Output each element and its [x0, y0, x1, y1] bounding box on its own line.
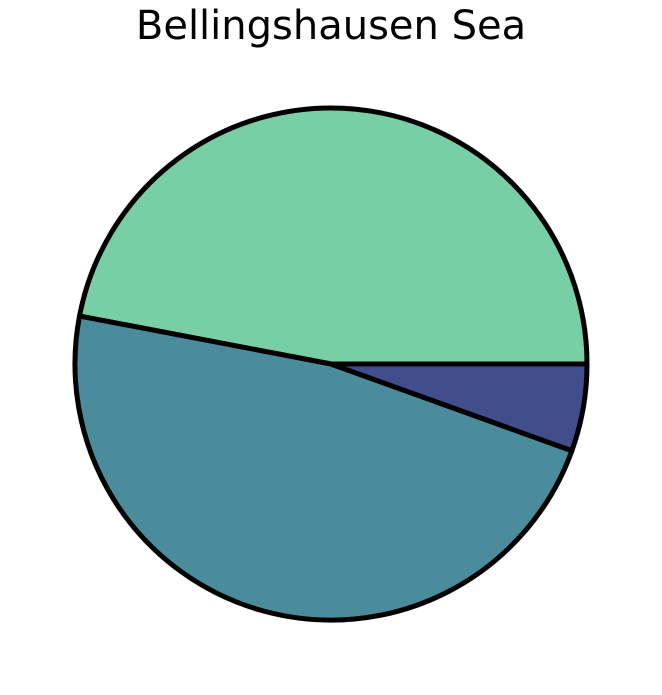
pie-slice-2: [72, 313, 575, 623]
pie-slice-1: [77, 105, 590, 367]
chart-title: Bellingshausen Sea: [135, 3, 527, 49]
pie-slices: [72, 105, 590, 623]
pie-slice-3: [328, 361, 590, 454]
